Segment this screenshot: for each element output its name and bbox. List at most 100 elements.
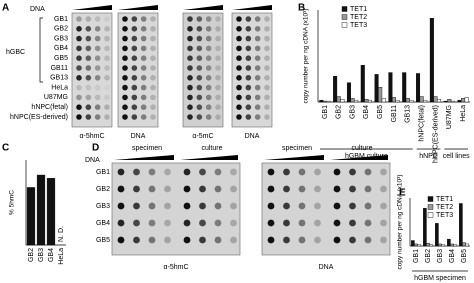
dot (205, 26, 212, 32)
dot (230, 236, 237, 244)
x-tick-label: GB4 (449, 249, 456, 263)
dot (131, 104, 138, 110)
dot (264, 65, 270, 71)
bar (46, 178, 56, 246)
dot (131, 75, 138, 81)
dot (104, 65, 110, 71)
dot (245, 65, 252, 71)
dot (254, 94, 261, 101)
dot (298, 168, 306, 176)
dot (254, 75, 261, 81)
x-tick-label: GB1 (413, 249, 420, 263)
dot (122, 104, 128, 110)
dot (215, 94, 221, 101)
legend-swatch (341, 6, 348, 12)
dot (245, 104, 252, 110)
dot (254, 114, 261, 120)
dot (196, 84, 203, 91)
bar (443, 100, 448, 103)
dot (183, 185, 191, 193)
dot (148, 185, 156, 193)
dot (140, 104, 147, 110)
dot (85, 55, 92, 61)
dot (140, 94, 147, 101)
dot (245, 26, 252, 32)
dot (164, 185, 171, 193)
row-label: GB13 (50, 75, 68, 82)
dot (267, 236, 275, 244)
dot (94, 75, 101, 81)
legend-label: TET2 (436, 204, 453, 211)
dot (150, 84, 156, 91)
dot (104, 35, 110, 42)
bar (461, 98, 466, 103)
legend-label: TET2 (350, 14, 367, 21)
dot (140, 114, 147, 120)
dot (205, 75, 212, 81)
value-label: N. D. (58, 226, 65, 242)
x-tick-label: hNPC(ES-derived) (432, 105, 439, 163)
dot (196, 45, 203, 52)
x-tick-label: GB2 (425, 249, 432, 263)
bar (429, 244, 433, 247)
dot (205, 84, 212, 91)
dot (264, 26, 270, 32)
dot (264, 104, 270, 110)
dot (131, 26, 138, 32)
bar (435, 223, 439, 247)
dot (264, 75, 270, 81)
blot-caption: α-5hmC (163, 264, 188, 271)
dot (133, 168, 140, 176)
dot (131, 45, 138, 52)
legend-swatch (341, 14, 348, 20)
dot (122, 114, 128, 120)
bar (392, 97, 396, 103)
dot (349, 168, 356, 176)
dot (349, 185, 356, 193)
bar (453, 244, 457, 247)
dot (85, 94, 92, 101)
panel-letter: D (92, 143, 99, 154)
dot (267, 168, 275, 176)
dot (140, 16, 147, 22)
bar (433, 96, 438, 103)
dot (230, 202, 237, 210)
bar (340, 99, 345, 103)
bar (326, 100, 331, 103)
dot (333, 236, 341, 244)
bar (395, 99, 400, 103)
bar (26, 187, 36, 246)
dot (349, 219, 356, 227)
dot (150, 75, 156, 81)
dot (314, 236, 321, 244)
bar (354, 99, 359, 103)
bar (364, 99, 369, 103)
panel-letter: A (2, 3, 9, 14)
dot (333, 219, 341, 227)
dot (104, 94, 110, 101)
x-tick-label: U87MG (446, 105, 453, 129)
bar (462, 242, 466, 247)
dot (122, 16, 128, 22)
dot (76, 65, 82, 71)
dot (267, 219, 275, 227)
dot (104, 104, 110, 110)
x-tick-label: GB1 (322, 105, 329, 119)
row-label: GB2 (54, 26, 68, 33)
group-label: hGBM specimen (414, 275, 466, 282)
bar (409, 99, 414, 103)
dot (187, 114, 193, 120)
dot (122, 94, 128, 101)
dilution-wedge (118, 5, 158, 10)
dot (215, 35, 221, 42)
group-label: hNPC (419, 153, 438, 160)
dot (215, 75, 221, 81)
dilution-wedge (114, 155, 174, 160)
legend-swatch (427, 212, 434, 218)
bar (423, 99, 428, 103)
bar (450, 243, 454, 247)
row-label: GB3 (96, 203, 110, 210)
dot (364, 202, 372, 210)
dot (349, 202, 356, 210)
dot (187, 55, 193, 61)
